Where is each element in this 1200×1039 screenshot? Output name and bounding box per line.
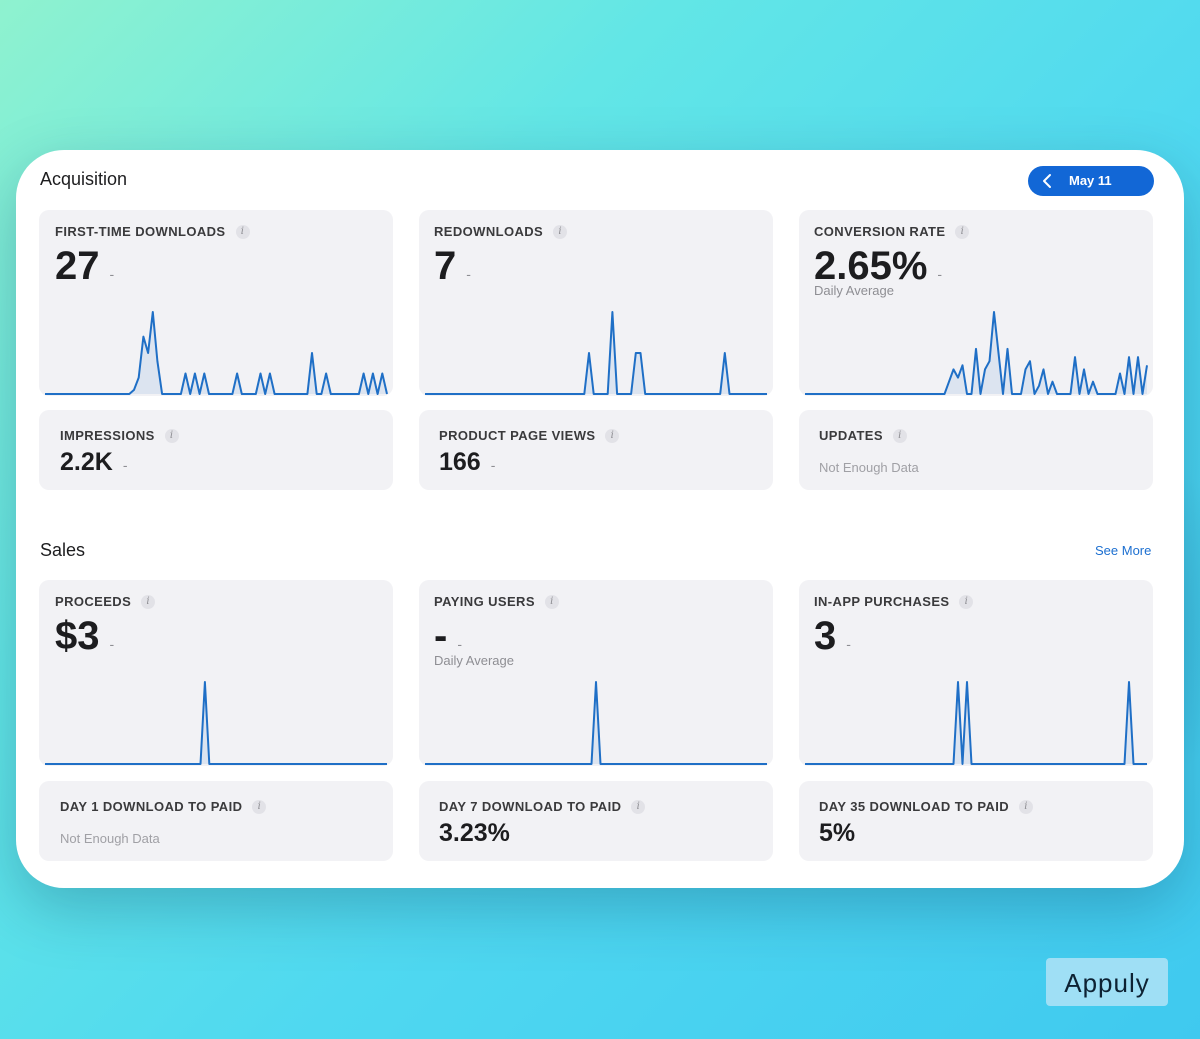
card-title: UPDATES [819, 428, 883, 443]
metric-delta: - [466, 266, 471, 282]
info-icon[interactable]: i [141, 594, 156, 609]
card-title: DAY 7 DOWNLOAD TO PAID [439, 799, 622, 814]
no-data-text: Not Enough Data [60, 831, 160, 846]
no-data-text: Not Enough Data [819, 460, 919, 475]
metric-delta: - [457, 636, 462, 652]
card-title: REDOWNLOADS [434, 224, 544, 239]
info-icon[interactable]: i [235, 224, 250, 239]
card-day35-download-to-paid[interactable]: DAY 35 DOWNLOAD TO PAID i 5% [799, 781, 1153, 861]
metric-delta: - [122, 457, 128, 473]
metric-delta: - [109, 266, 115, 282]
sparkline-area [425, 682, 767, 764]
card-title: FIRST-TIME DOWNLOADS [55, 224, 226, 239]
metric-value: 3.23% [439, 819, 510, 847]
sparkline-line [45, 311, 388, 395]
card-proceeds[interactable]: PROCEEDS i $3- [39, 580, 393, 766]
card-product-page-views[interactable]: PRODUCT PAGE VIEWS i 166- [419, 410, 773, 490]
card-title: PAYING USERS [434, 594, 535, 609]
card-conversion-rate[interactable]: CONVERSION RATE i 2.65% - Daily Average [799, 210, 1153, 396]
info-icon[interactable]: i [164, 428, 179, 443]
info-icon[interactable]: i [955, 224, 970, 239]
sparkline-area [805, 682, 1147, 764]
sparkline-area [425, 312, 767, 394]
sparkline-area [45, 682, 387, 764]
card-paying-users[interactable]: PAYING USERS i -- Daily Average [419, 580, 773, 766]
sparkline-line [425, 681, 767, 765]
metric-value: - [434, 614, 448, 658]
info-icon[interactable]: i [892, 428, 907, 443]
sales-title: Sales [40, 540, 86, 560]
chevron-left-icon[interactable] [1040, 171, 1056, 191]
sparkline-chart [805, 681, 1147, 765]
metric-value: 3 [814, 614, 837, 658]
metric-value: $3 [55, 614, 100, 658]
sparkline-chart [425, 681, 767, 765]
acquisition-title: Acquisition [40, 169, 128, 189]
see-more-link[interactable]: See More [1095, 543, 1152, 558]
metric-value: 166 [439, 448, 481, 476]
card-day1-download-to-paid[interactable]: DAY 1 DOWNLOAD TO PAID i Not Enough Data [39, 781, 393, 861]
card-day7-download-to-paid[interactable]: DAY 7 DOWNLOAD TO PAID i 3.23% [419, 781, 773, 861]
card-title: DAY 35 DOWNLOAD TO PAID [819, 799, 1010, 814]
card-first-time-downloads[interactable]: FIRST-TIME DOWNLOADS i 27- [39, 210, 393, 396]
card-title: IMPRESSIONS [60, 428, 155, 443]
metric-value: 27 [55, 244, 100, 288]
sparkline-chart [45, 681, 387, 765]
sparkline-area [45, 312, 387, 394]
info-icon[interactable]: i [553, 224, 568, 239]
metric-delta: - [937, 266, 943, 282]
metric-subtitle: Daily Average [434, 653, 514, 668]
info-icon[interactable]: i [605, 428, 620, 443]
info-icon[interactable]: i [631, 799, 646, 814]
info-icon[interactable]: i [1019, 799, 1034, 814]
metric-value: 2.65% [814, 244, 928, 288]
card-title: PRODUCT PAGE VIEWS [439, 428, 596, 443]
date-selector-button[interactable]: May 11 [1028, 166, 1154, 196]
sparkline-line [805, 681, 1147, 765]
sparkline-line [805, 311, 1148, 395]
sparkline-chart [425, 311, 767, 395]
metric-value: 7 [434, 244, 457, 288]
card-redownloads[interactable]: REDOWNLOADS i 7- [419, 210, 773, 396]
metric-delta: - [846, 636, 851, 652]
metric-delta: - [490, 457, 496, 473]
metric-value: 2.2K [60, 448, 113, 476]
card-impressions[interactable]: IMPRESSIONS i 2.2K - [39, 410, 393, 490]
card-in-app-purchases[interactable]: IN-APP PURCHASES i 3- [799, 580, 1153, 766]
date-label: May 11 [1069, 173, 1112, 188]
sparkline-chart [45, 311, 388, 395]
info-icon[interactable]: i [252, 799, 267, 814]
card-title: CONVERSION RATE [814, 224, 946, 239]
info-icon[interactable]: i [959, 594, 974, 609]
metric-subtitle: Daily Average [814, 283, 894, 298]
card-title: IN-APP PURCHASES [814, 594, 950, 609]
watermark-logo: Appuly [1046, 958, 1168, 1006]
sparkline-chart [805, 311, 1148, 395]
info-icon[interactable]: i [544, 594, 559, 609]
card-title: DAY 1 DOWNLOAD TO PAID [60, 799, 243, 814]
card-updates[interactable]: UPDATES i Not Enough Data [799, 410, 1153, 490]
metric-value: 5% [819, 819, 856, 847]
metric-delta: - [109, 636, 115, 652]
card-title: PROCEEDS [55, 594, 132, 609]
sparkline-line [45, 681, 387, 765]
sparkline-line [425, 311, 767, 395]
